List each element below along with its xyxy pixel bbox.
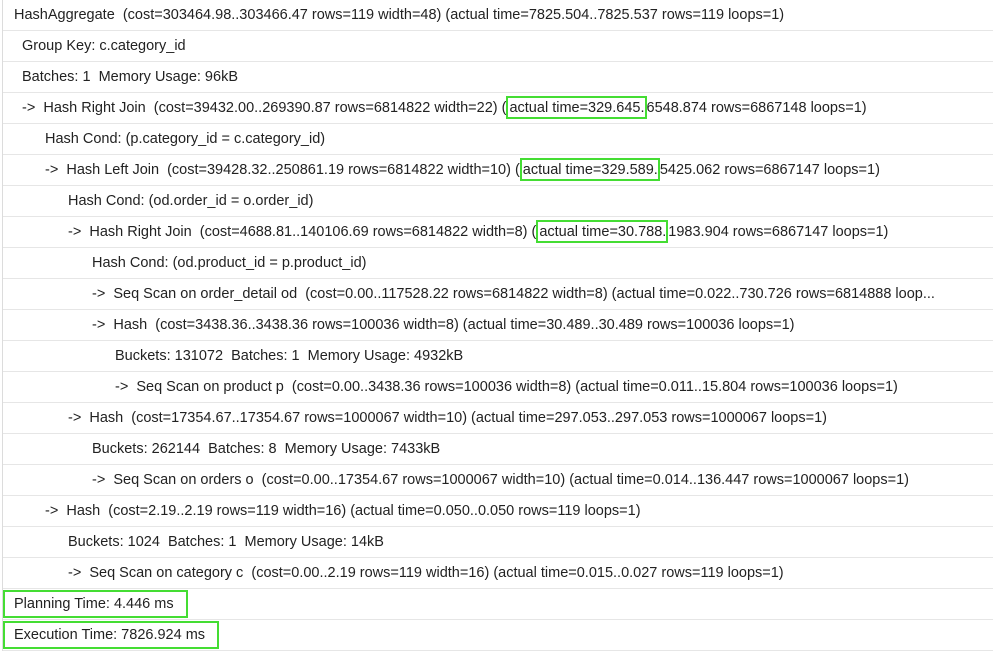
plan-row-text: -> Hash (cost=17354.67..17354.67 rows=10… [68,410,827,426]
highlight-box: actual time=329.589. [519,157,660,181]
plan-row[interactable]: Buckets: 131072 Batches: 1 Memory Usage:… [3,341,993,372]
highlight-box: actual time=30.788. [536,219,669,243]
plan-row-text-tail: 5425.062 rows=6867147 loops=1) [659,162,880,178]
plan-row-text: Hash Cond: (od.order_id = o.order_id) [68,193,314,209]
plan-row[interactable]: Hash Cond: (od.order_id = o.order_id) [3,186,993,217]
plan-row-text: -> Seq Scan on orders o (cost=0.00..1735… [92,472,909,488]
plan-row-text: -> Hash Right Join (cost=39432.00..26939… [22,100,507,116]
plan-row[interactable]: Group Key: c.category_id [3,31,993,62]
planning-time: Planning Time: 4.446 ms [3,590,188,618]
plan-row-text: Hash Cond: (od.product_id = p.product_id… [92,255,367,271]
plan-row-text: -> Hash (cost=3438.36..3438.36 rows=1000… [92,317,795,333]
plan-row[interactable]: -> Hash (cost=2.19..2.19 rows=119 width=… [3,496,993,527]
plan-row-text: -> Seq Scan on order_detail od (cost=0.0… [92,286,935,302]
plan-row-text: HashAggregate (cost=303464.98..303466.47… [14,7,785,23]
plan-row-text: Hash Cond: (p.category_id = c.category_i… [45,131,326,147]
plan-row[interactable]: -> Seq Scan on product p (cost=0.00..343… [3,372,993,403]
plan-row-text: Batches: 1 Memory Usage: 96kB [22,69,238,85]
plan-row-text: -> Seq Scan on category c (cost=0.00..2.… [68,565,784,581]
plan-row[interactable]: -> Hash Right Join (cost=4688.81..140106… [3,217,993,248]
plan-row-text-tail: 6548.874 rows=6867148 loops=1) [646,100,867,116]
plan-row[interactable]: -> Hash Left Join (cost=39428.32..250861… [3,155,993,186]
plan-row-text: Buckets: 262144 Batches: 8 Memory Usage:… [92,441,441,457]
plan-row[interactable]: Buckets: 262144 Batches: 8 Memory Usage:… [3,434,993,465]
plan-row[interactable]: -> Seq Scan on category c (cost=0.00..2.… [3,558,993,589]
plan-row-text: Group Key: c.category_id [22,38,186,54]
plan-row-text: Buckets: 131072 Batches: 1 Memory Usage:… [115,348,464,364]
plan-row-text-tail: 1983.904 rows=6867147 loops=1) [668,224,889,240]
plan-row[interactable]: -> Seq Scan on order_detail od (cost=0.0… [3,279,993,310]
highlight-box: actual time=329.645. [506,95,647,119]
planning-time-row[interactable]: Planning Time: 4.446 ms [3,589,993,620]
plan-row-text: -> Hash Right Join (cost=4688.81..140106… [68,224,537,240]
plan-row[interactable]: -> Seq Scan on orders o (cost=0.00..1735… [3,465,993,496]
execution-time: Execution Time: 7826.924 ms [3,621,220,649]
plan-row[interactable]: -> Hash (cost=3438.36..3438.36 rows=1000… [3,310,993,341]
plan-row-text: -> Hash (cost=2.19..2.19 rows=119 width=… [45,503,641,519]
plan-row[interactable]: -> Hash Right Join (cost=39432.00..26939… [3,93,993,124]
plan-row[interactable]: -> Hash (cost=17354.67..17354.67 rows=10… [3,403,993,434]
plan-row[interactable]: Hash Cond: (od.product_id = p.product_id… [3,248,993,279]
plan-row-text: -> Hash Left Join (cost=39428.32..250861… [45,162,520,178]
execution-time-row[interactable]: Execution Time: 7826.924 ms [3,620,993,651]
plan-row[interactable]: HashAggregate (cost=303464.98..303466.47… [3,0,993,31]
plan-row-text: -> Seq Scan on product p (cost=0.00..343… [115,379,898,395]
plan-row[interactable]: Batches: 1 Memory Usage: 96kB [3,62,993,93]
plan-row[interactable]: Hash Cond: (p.category_id = c.category_i… [3,124,993,155]
plan-row[interactable]: Buckets: 1024 Batches: 1 Memory Usage: 1… [3,527,993,558]
plan-row-text: Buckets: 1024 Batches: 1 Memory Usage: 1… [68,534,384,550]
